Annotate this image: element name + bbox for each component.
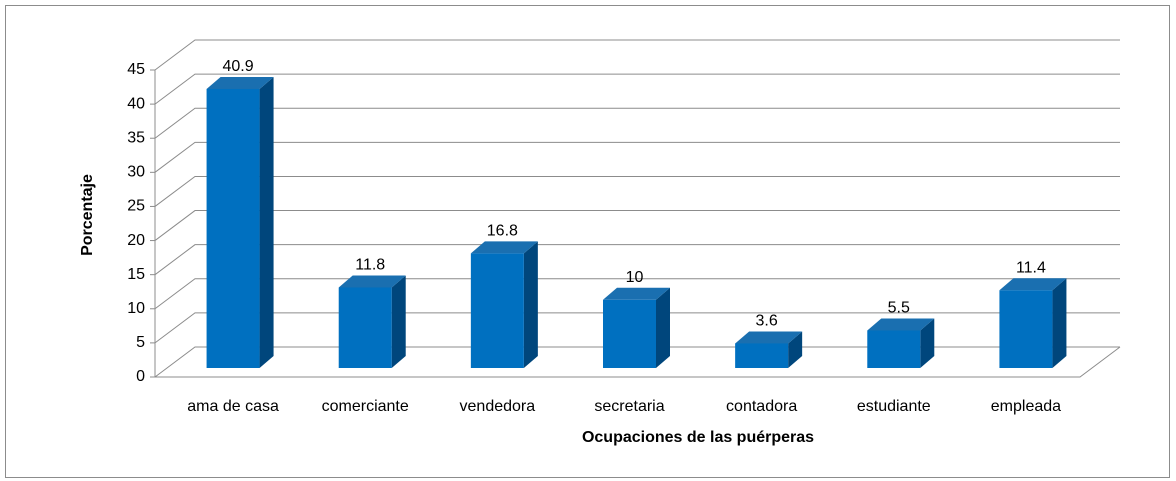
chart-frame: [5, 5, 1170, 478]
bar-top: [867, 318, 935, 331]
grid-line: [154, 312, 1120, 344]
y-tick-label: 10: [127, 300, 145, 317]
bar-side: [391, 275, 406, 368]
bar-side: [523, 241, 538, 368]
y-tick-label: 45: [127, 61, 145, 78]
bar-side: [656, 287, 670, 368]
bar-side: [1052, 278, 1067, 368]
grid-line: [154, 141, 1120, 173]
y-tick-label: 40: [127, 95, 145, 112]
y-tick-label: 0: [136, 368, 145, 385]
bar-top: [470, 241, 538, 254]
x-tick-label: secretaria: [594, 398, 664, 415]
y-tick-label: 25: [127, 198, 145, 215]
data-label: 5.5: [888, 300, 910, 317]
y-tick-label: 15: [127, 266, 145, 283]
grid-line: [154, 346, 1120, 378]
x-tick-label: estudiante: [857, 398, 931, 415]
data-label: 3.6: [756, 313, 778, 330]
bar: [735, 343, 789, 368]
data-label: 11.8: [355, 257, 385, 274]
bar: [206, 88, 260, 369]
bar: [338, 287, 392, 368]
x-tick-label: comerciante: [322, 398, 409, 415]
bar: [470, 253, 524, 368]
bar-top: [603, 287, 670, 300]
x-tick-label: ama de casa: [187, 398, 279, 415]
grid-line: [154, 39, 1120, 71]
bar: [603, 299, 656, 368]
bar-top: [206, 76, 274, 89]
bar-top: [735, 331, 803, 344]
bar: [867, 330, 921, 368]
y-tick-label: 20: [127, 232, 145, 249]
grid-line: [154, 73, 1120, 105]
bar: [999, 290, 1053, 368]
bar-top: [338, 275, 406, 288]
y-tick-label: 30: [127, 164, 145, 181]
grid-line: [154, 210, 1120, 241]
data-label: 40.9: [223, 58, 254, 75]
y-axis-title: Porcentaje: [79, 174, 96, 256]
grid-line: [154, 107, 1120, 139]
x-tick-label: contadora: [726, 398, 797, 415]
x-tick-label: empleada: [991, 398, 1061, 415]
data-label: 10: [626, 269, 644, 286]
y-tick-label: 5: [136, 334, 145, 351]
grid-line: [154, 175, 1120, 207]
grid-line: [154, 244, 1120, 276]
data-label: 16.8: [487, 223, 518, 240]
x-tick-label: vendedora: [460, 398, 536, 415]
floor: [155, 346, 1121, 378]
bar-side: [920, 318, 935, 368]
x-axis-title: Ocupaciones de las puérperas: [582, 429, 814, 446]
bar-side: [259, 76, 274, 369]
y-tick-label: 35: [127, 129, 145, 146]
bar-top: [999, 278, 1067, 291]
grid-line: [154, 278, 1120, 310]
data-label: 11.4: [1016, 259, 1046, 276]
bar-side: [788, 331, 803, 368]
